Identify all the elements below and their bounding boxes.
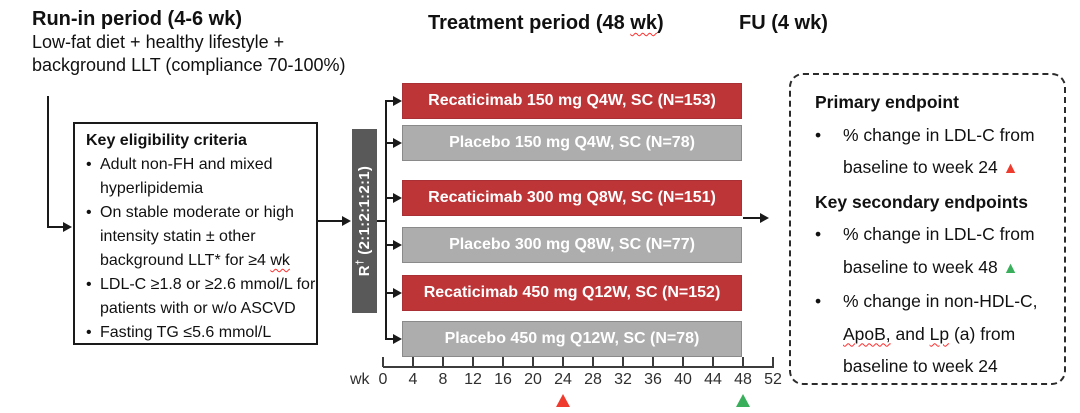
axis-tick-label: 24 [554,371,572,388]
arm-bar-placebo-450: Placebo 450 mg Q12W, SC (N=78) [402,321,742,357]
arm-bar-recaticimab-450: Recaticimab 450 mg Q12W, SC (N=152) [402,275,742,311]
eligibility-to-randomization-line [318,220,343,222]
eligibility-to-randomization-arrowhead-icon [342,215,351,226]
treatment-period-title: Treatment period (48 wk) [428,12,664,34]
eligibility-item-cont: patients with or w/o ASCVD [100,300,296,317]
run-in-section-header: Run-in period (4-6 wk) Low-fat diet + he… [32,8,346,77]
axis-tick-label: 36 [644,371,662,388]
branch-line [386,338,394,340]
randomization-box: R† (2:1:2:1:2:1) [352,129,377,313]
branch-line [386,197,394,199]
branch-arrowhead-icon [393,95,402,106]
bullet-icon: • [86,324,92,341]
arms-to-endpoints-line [743,217,761,219]
endpoints-panel: Primary endpoint •% change in LDL-C from… [789,73,1066,385]
branch-arrowhead-icon [393,192,402,203]
eligibility-item-cont: background LLT* for ≥4 wk [100,252,290,269]
arm-bar-placebo-150: Placebo 150 mg Q4W, SC (N=78) [402,125,742,161]
axis-tick-label: 44 [704,371,722,388]
axis-tick [562,357,564,367]
axis-tick-label: 28 [584,371,602,388]
axis-tick [772,357,774,367]
axis-tick [742,357,744,367]
arms-to-endpoints-arrowhead-icon [760,212,769,223]
randomization-trunk-vertical [385,100,387,340]
secondary-endpoints-title: Key secondary endpoints [815,191,1028,212]
bullet-icon: • [815,291,822,311]
arm-bar-placebo-300: Placebo 300 mg Q8W, SC (N=77) [402,227,742,263]
elbow-connector-horizontal [47,226,64,228]
bullet-icon: • [86,156,92,173]
branch-line [386,142,394,144]
axis-tick [382,357,384,367]
branch-line [386,292,394,294]
elbow-connector-vertical [47,96,49,228]
endpoint-item: •% change in non-HDL-C, [815,285,1064,318]
primary-endpoint-week24-marker-icon [556,394,570,407]
eligibility-item: • On stable moderate or high [86,201,316,225]
axis-tick-label: 16 [494,371,512,388]
eligibility-title: Key eligibility criteria [86,132,247,149]
axis-tick-label: 4 [408,371,418,388]
week-axis-baseline [383,366,774,368]
axis-tick-label: 12 [464,371,482,388]
eligibility-item: • Fasting TG ≤5.6 mmol/L [86,321,316,345]
branch-arrowhead-icon [393,287,402,298]
axis-tick [472,357,474,367]
primary-endpoint-title: Primary endpoint [815,92,959,112]
axis-tick [682,357,684,367]
axis-tick [442,357,444,367]
randomization-label: R† (2:1:2:1:2:1) [355,165,374,277]
eligibility-item: • Adult non-FH and mixed [86,153,316,177]
axis-tick [532,357,534,367]
red-triangle-icon: ▲ [1002,160,1019,177]
bullet-icon: • [815,124,822,145]
endpoint-item: •% change in LDL-C from [815,218,1064,251]
bullet-icon: • [815,224,822,244]
endpoint-item-cont: ApoB, and Lp (a) from [843,323,1016,344]
axis-tick-label: 52 [764,371,782,388]
endpoint-item-cont: baseline to week 24 ▲ [843,157,1019,177]
week-axis-unit-label: wk [350,371,370,388]
green-triangle-icon: ▲ [1002,259,1019,277]
randomization-trunk-stub [377,220,386,222]
branch-line [386,100,394,102]
axis-tick [652,357,654,367]
axis-tick [592,357,594,367]
arm-bar-recaticimab-300: Recaticimab 300 mg Q8W, SC (N=151) [402,180,742,216]
run-in-title: Run-in period (4-6 wk) [32,8,242,30]
run-in-line1: Low-fat diet + healthy lifestyle + [32,32,285,52]
endpoint-item-cont: baseline to week 24 [843,356,998,376]
axis-tick-label: 48 [734,371,752,388]
follow-up-title: FU (4 wk) [739,12,828,34]
elbow-arrowhead-icon [63,221,72,232]
axis-tick [412,357,414,367]
branch-arrowhead-icon [393,239,402,250]
axis-tick-label: 8 [438,371,448,388]
dagger-footnote-mark: † [355,259,367,266]
branch-arrowhead-icon [393,137,402,148]
axis-tick [712,357,714,367]
bullet-icon: • [86,276,92,293]
endpoint-item-cont: baseline to week 48 ▲ [843,256,1019,277]
arm-bar-recaticimab-150: Recaticimab 150 mg Q4W, SC (N=153) [402,83,742,119]
eligibility-item-cont: intensity statin ± other [100,228,256,245]
axis-tick-label: 40 [674,371,692,388]
axis-tick-label: 32 [614,371,632,388]
eligibility-criteria-box: Key eligibility criteria • Adult non-FH a… [73,122,318,345]
axis-tick [502,357,504,367]
branch-line [386,244,394,246]
axis-tick [622,357,624,367]
branch-arrowhead-icon [393,333,402,344]
run-in-line2: background LLT (compliance 70-100%) [32,55,346,75]
axis-tick-label: 20 [524,371,542,388]
secondary-endpoint-week48-marker-icon [736,394,750,407]
eligibility-item-cont: hyperlipidemia [100,180,204,197]
endpoint-item: •% change in LDL-C from [815,119,1064,152]
axis-tick-label: 0 [378,371,388,388]
bullet-icon: • [86,204,92,221]
week-axis: 0 4 8 12 16 20 24 28 32 36 40 44 48 52 [379,357,782,399]
eligibility-item: • LDL-C ≥1.8 or ≥2.6 mmol/L for [86,273,316,297]
